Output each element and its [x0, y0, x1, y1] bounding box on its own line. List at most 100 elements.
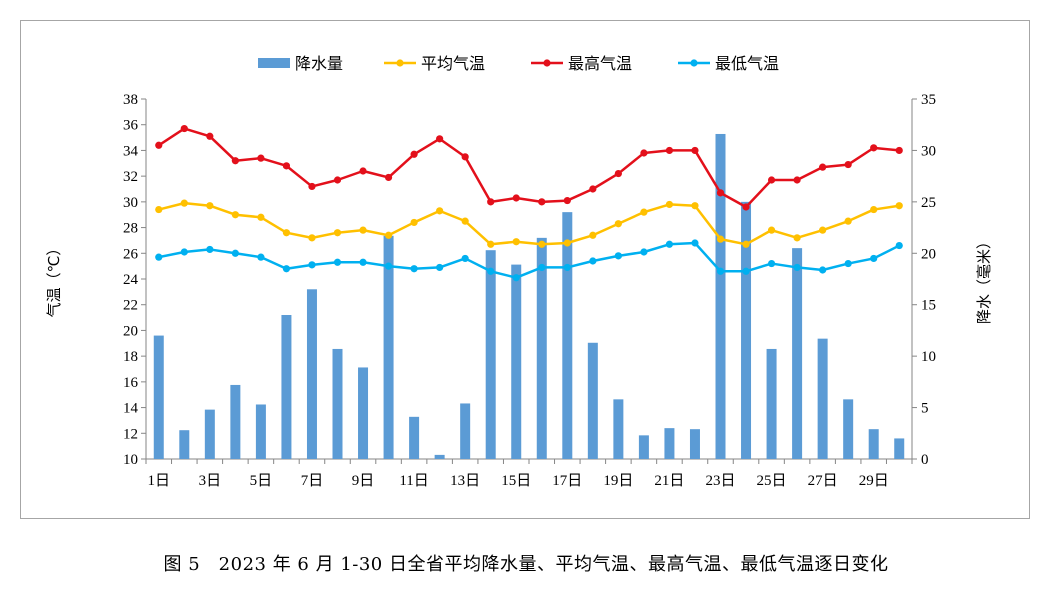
point-最低气温 — [819, 266, 827, 274]
point-最低气温 — [487, 267, 495, 275]
point-最低气温 — [716, 267, 725, 275]
point-最高气温 — [461, 153, 469, 161]
precipitation-bars — [153, 133, 905, 459]
precip-bar — [894, 438, 905, 459]
point-最低气温 — [767, 259, 776, 268]
line-最低气温 — [158, 241, 900, 279]
point-最低气温 — [282, 265, 291, 273]
point-平均气温 — [716, 235, 725, 243]
point-平均气温 — [308, 234, 316, 242]
point-平均气温 — [180, 199, 188, 207]
point-最低气温 — [870, 254, 878, 263]
x-tick-label: 11日 — [399, 473, 428, 489]
precip-bar — [817, 338, 828, 459]
precip-bar — [230, 384, 241, 459]
precip-bar — [715, 133, 726, 459]
point-平均气温 — [231, 211, 239, 219]
precip-bar — [766, 348, 777, 459]
precip-bar — [383, 235, 394, 459]
precip-bar — [613, 399, 624, 459]
point-最高气温 — [538, 198, 546, 206]
legend-swatch-marker — [543, 59, 551, 67]
legend-label: 最低气温 — [715, 54, 779, 73]
precip-bar — [638, 435, 649, 459]
right-tick-label: 15 — [921, 298, 936, 314]
legend-swatch-bar — [258, 58, 290, 68]
point-平均气温 — [410, 218, 418, 227]
precip-bar — [179, 430, 190, 459]
precip-bar — [460, 403, 471, 459]
precip-bar — [434, 454, 445, 459]
left-tick-label: 34 — [123, 143, 139, 159]
point-平均气温 — [487, 240, 495, 248]
precip-bar — [664, 428, 675, 459]
left-tick-label: 16 — [123, 375, 139, 391]
x-tick-label: 3日 — [199, 473, 222, 489]
point-最低气温 — [844, 259, 852, 268]
point-最低气温 — [461, 254, 469, 263]
legend-label: 最高气温 — [568, 54, 632, 73]
point-平均气温 — [870, 205, 878, 214]
point-平均气温 — [206, 202, 214, 210]
point-最低气温 — [793, 263, 801, 272]
point-最低气温 — [436, 263, 444, 272]
point-平均气温 — [640, 208, 648, 216]
left-tick-label: 12 — [123, 426, 138, 442]
precip-bar — [204, 409, 215, 459]
point-平均气温 — [282, 229, 291, 237]
legend-swatch-marker — [690, 59, 698, 67]
x-tick-label: 15日 — [501, 473, 531, 489]
point-平均气温 — [461, 217, 469, 225]
left-tick-label: 26 — [123, 246, 139, 262]
x-tick-label: 5日 — [250, 473, 273, 489]
point-平均气温 — [359, 226, 367, 234]
point-最低气温 — [538, 263, 546, 272]
combo-chart: 降水量 平均气温 最高气温 最低气温 10 12 14 16 18 20 22 24 26 28 30 32… — [45, 54, 993, 489]
precip-bar — [792, 248, 803, 459]
x-tick-label: 21日 — [654, 473, 684, 489]
point-最高气温 — [895, 146, 903, 155]
precip-bar — [689, 429, 700, 459]
x-tick-label: 7日 — [301, 473, 324, 489]
point-最低气温 — [665, 240, 674, 248]
point-最低气温 — [206, 245, 214, 254]
point-最高气温 — [589, 185, 597, 193]
precip-bar — [306, 289, 317, 459]
point-最高气温 — [155, 141, 163, 149]
precip-bar — [868, 429, 879, 459]
left-tick-label: 32 — [123, 169, 138, 185]
precip-bar — [281, 315, 292, 459]
precip-bar — [587, 342, 598, 459]
point-最高气温 — [742, 203, 750, 211]
point-最低气温 — [231, 249, 239, 257]
point-平均气温 — [793, 234, 801, 242]
point-最高气温 — [844, 160, 852, 169]
point-最高气温 — [665, 146, 674, 155]
legend-item: 降水量 — [258, 54, 343, 73]
point-最高气温 — [691, 146, 699, 155]
point-最高气温 — [410, 150, 418, 158]
precip-bar — [332, 348, 343, 459]
point-最高气温 — [563, 196, 571, 205]
point-最低气温 — [308, 261, 316, 269]
precip-bar — [153, 335, 164, 459]
left-tick-label: 22 — [123, 298, 138, 314]
left-tick-label: 20 — [123, 323, 138, 339]
point-平均气温 — [512, 238, 520, 246]
line-平均气温 — [158, 201, 900, 246]
line-最高气温 — [158, 127, 900, 209]
precip-bar — [536, 237, 547, 459]
point-最低气温 — [512, 274, 520, 282]
right-tick-label: 20 — [921, 246, 936, 262]
point-最低气温 — [563, 263, 571, 272]
legend-item: 平均气温 — [384, 54, 485, 73]
precip-bar — [409, 416, 420, 459]
point-平均气温 — [563, 239, 571, 247]
point-最低气温 — [180, 248, 188, 256]
point-最高气温 — [206, 132, 214, 140]
temperature-lines — [155, 124, 903, 282]
x-tick-label: 19日 — [603, 473, 633, 489]
point-最高气温 — [793, 176, 801, 184]
point-最低气温 — [359, 258, 367, 266]
point-最低气温 — [614, 252, 622, 260]
